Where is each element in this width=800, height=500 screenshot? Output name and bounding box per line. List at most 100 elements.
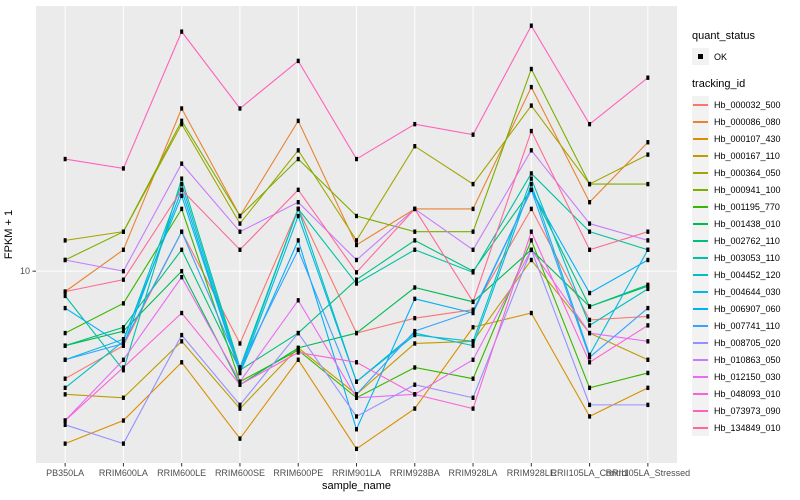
data-point: [588, 199, 592, 205]
data-point: [355, 242, 358, 248]
data-point: [471, 339, 475, 344]
data-point: [121, 301, 125, 306]
data-point: [413, 121, 417, 127]
data-point: [413, 382, 417, 387]
data-point: [355, 446, 358, 452]
data-point: [121, 341, 125, 346]
data-point: [180, 274, 184, 280]
data-point: [529, 238, 533, 243]
data-point: [588, 323, 592, 328]
data-point: [180, 121, 184, 127]
data-point: [588, 360, 592, 365]
data-point: [588, 402, 592, 408]
line-swatch-icon: [693, 104, 708, 106]
point-swatch-icon: [698, 54, 703, 59]
data-point: [529, 176, 533, 181]
data-point: [413, 285, 417, 290]
data-point: [238, 436, 242, 441]
line-swatch-icon: [693, 240, 708, 242]
data-point: [413, 341, 417, 346]
legend-key: [692, 130, 709, 147]
data-point: [413, 229, 417, 234]
data-point: [121, 395, 125, 400]
data-point: [646, 305, 650, 311]
data-point: [63, 422, 67, 428]
data-point: [121, 357, 125, 362]
x-tick-label: RRIM600LA: [99, 468, 148, 478]
data-point: [121, 365, 125, 370]
x-tick-label: PB350LA: [46, 468, 84, 478]
data-point: [355, 395, 358, 400]
data-point: [296, 247, 300, 252]
data-point: [238, 247, 242, 252]
legend-item-label: Hb_007741_110: [714, 320, 780, 331]
data-point: [646, 247, 650, 252]
data-point: [646, 339, 650, 344]
data-point: [413, 328, 417, 334]
legend-item: Hb_000032_500: [692, 96, 798, 113]
data-point: [646, 282, 650, 288]
data-point: [529, 103, 533, 108]
legend-key: [692, 198, 709, 215]
data-point: [413, 365, 417, 370]
data-point: [588, 352, 592, 358]
data-point: [471, 357, 475, 362]
data-point: [63, 289, 67, 294]
data-point: [471, 229, 475, 234]
data-point: [180, 229, 184, 234]
data-point: [238, 106, 242, 111]
data-point: [646, 140, 650, 145]
data-point: [355, 281, 358, 286]
legend-item-label: Hb_000086_080: [714, 116, 781, 127]
legend-key: [692, 232, 709, 249]
data-point: [646, 370, 650, 376]
data-point: [180, 29, 184, 34]
legend-item-label: Hb_008705_020: [714, 337, 781, 348]
x-axis-title: sample_name: [322, 480, 391, 492]
line-swatch-icon: [693, 359, 708, 361]
data-point: [529, 247, 533, 252]
data-point: [121, 328, 125, 334]
data-point: [180, 332, 184, 338]
legend-item-label: Hb_073973_090: [714, 405, 781, 416]
data-point: [238, 402, 242, 408]
data-point: [296, 58, 300, 64]
data-point: [63, 392, 67, 397]
legend-item-label: Hb_004452_120: [714, 269, 781, 280]
line-swatch-icon: [693, 274, 708, 276]
data-point: [588, 229, 592, 234]
data-point: [296, 350, 300, 355]
legend-key: [692, 283, 709, 300]
data-point: [121, 166, 125, 171]
data-point: [355, 330, 358, 336]
data-point: [296, 206, 300, 212]
legend-item-label: OK: [714, 51, 728, 62]
data-point: [180, 339, 184, 344]
legend-key: [692, 300, 709, 317]
data-point: [471, 376, 475, 381]
data-point: [63, 238, 67, 243]
data-point: [588, 221, 592, 226]
data-point: [63, 305, 67, 311]
data-point: [413, 406, 417, 411]
legend-title-quant-status: quant_status: [692, 30, 755, 42]
data-point: [471, 247, 475, 252]
line-swatch-icon: [693, 206, 708, 208]
data-point: [121, 277, 125, 282]
data-point: [646, 357, 650, 362]
legend-item-label: Hb_012150_030: [714, 371, 781, 382]
data-point: [413, 392, 417, 397]
data-point: [413, 144, 417, 149]
data-point: [529, 187, 533, 193]
data-point: [471, 406, 475, 411]
data-point: [529, 23, 533, 28]
data-point: [63, 357, 67, 362]
plot-area: PB350LA RRIM600LA RRIM600LE RRIM600SE RRIM60…: [3, 6, 690, 492]
data-point: [121, 418, 125, 423]
data-point: [529, 171, 533, 176]
line-swatch-icon: [693, 257, 708, 259]
legend-item-label: Hb_000167_110: [714, 150, 780, 161]
data-point: [296, 199, 300, 205]
x-tick-label: RRIM928LA: [449, 468, 498, 478]
legend-item: Hb_073973_090: [692, 402, 798, 419]
